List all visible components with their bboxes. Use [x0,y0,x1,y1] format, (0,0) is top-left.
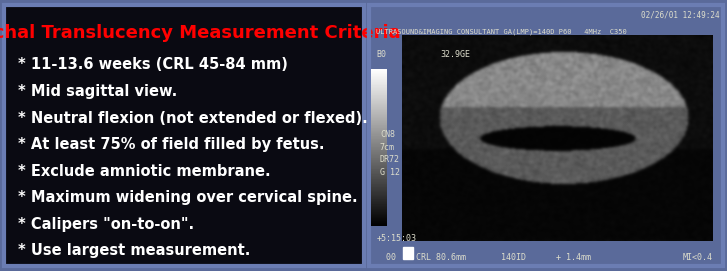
Text: +5:15:03: +5:15:03 [377,234,417,243]
Text: 32.9GE: 32.9GE [440,50,470,59]
Text: B0: B0 [377,50,386,59]
Text: * Mid sagittal view.: * Mid sagittal view. [18,84,177,99]
Text: 02/26/01 12:49:24: 02/26/01 12:49:24 [641,11,720,20]
Text: * 11-13.6 weeks (CRL 45-84 mm): * 11-13.6 weeks (CRL 45-84 mm) [18,57,288,72]
Text: * Use largest measurement.: * Use largest measurement. [18,243,250,258]
Text: ULTRASOUND&IMAGING CONSULTANT GA(LMP)=140D P60   4MHz  C350: ULTRASOUND&IMAGING CONSULTANT GA(LMP)=14… [377,29,627,35]
Text: * Exclude amniotic membrane.: * Exclude amniotic membrane. [18,164,270,179]
Text: 00    CRL 80.6mm       140ID      + 1.4mm: 00 CRL 80.6mm 140ID + 1.4mm [377,253,591,262]
Text: * Neutral flexion (not extended or flexed).: * Neutral flexion (not extended or flexe… [18,111,368,125]
Text: * Maximum widening over cervical spine.: * Maximum widening over cervical spine. [18,190,358,205]
Text: CN8
7cm
DR72
G 12: CN8 7cm DR72 G 12 [380,130,400,177]
Text: MI<0.4: MI<0.4 [683,253,712,262]
Text: * Calipers "on-to-on".: * Calipers "on-to-on". [18,217,194,232]
Text: Nuchal Translucency Measurement Criteria: Nuchal Translucency Measurement Criteria [0,24,401,42]
Text: * At least 75% of field filled by fetus.: * At least 75% of field filled by fetus. [18,137,324,152]
Bar [403,247,413,259]
FancyBboxPatch shape [4,5,364,266]
